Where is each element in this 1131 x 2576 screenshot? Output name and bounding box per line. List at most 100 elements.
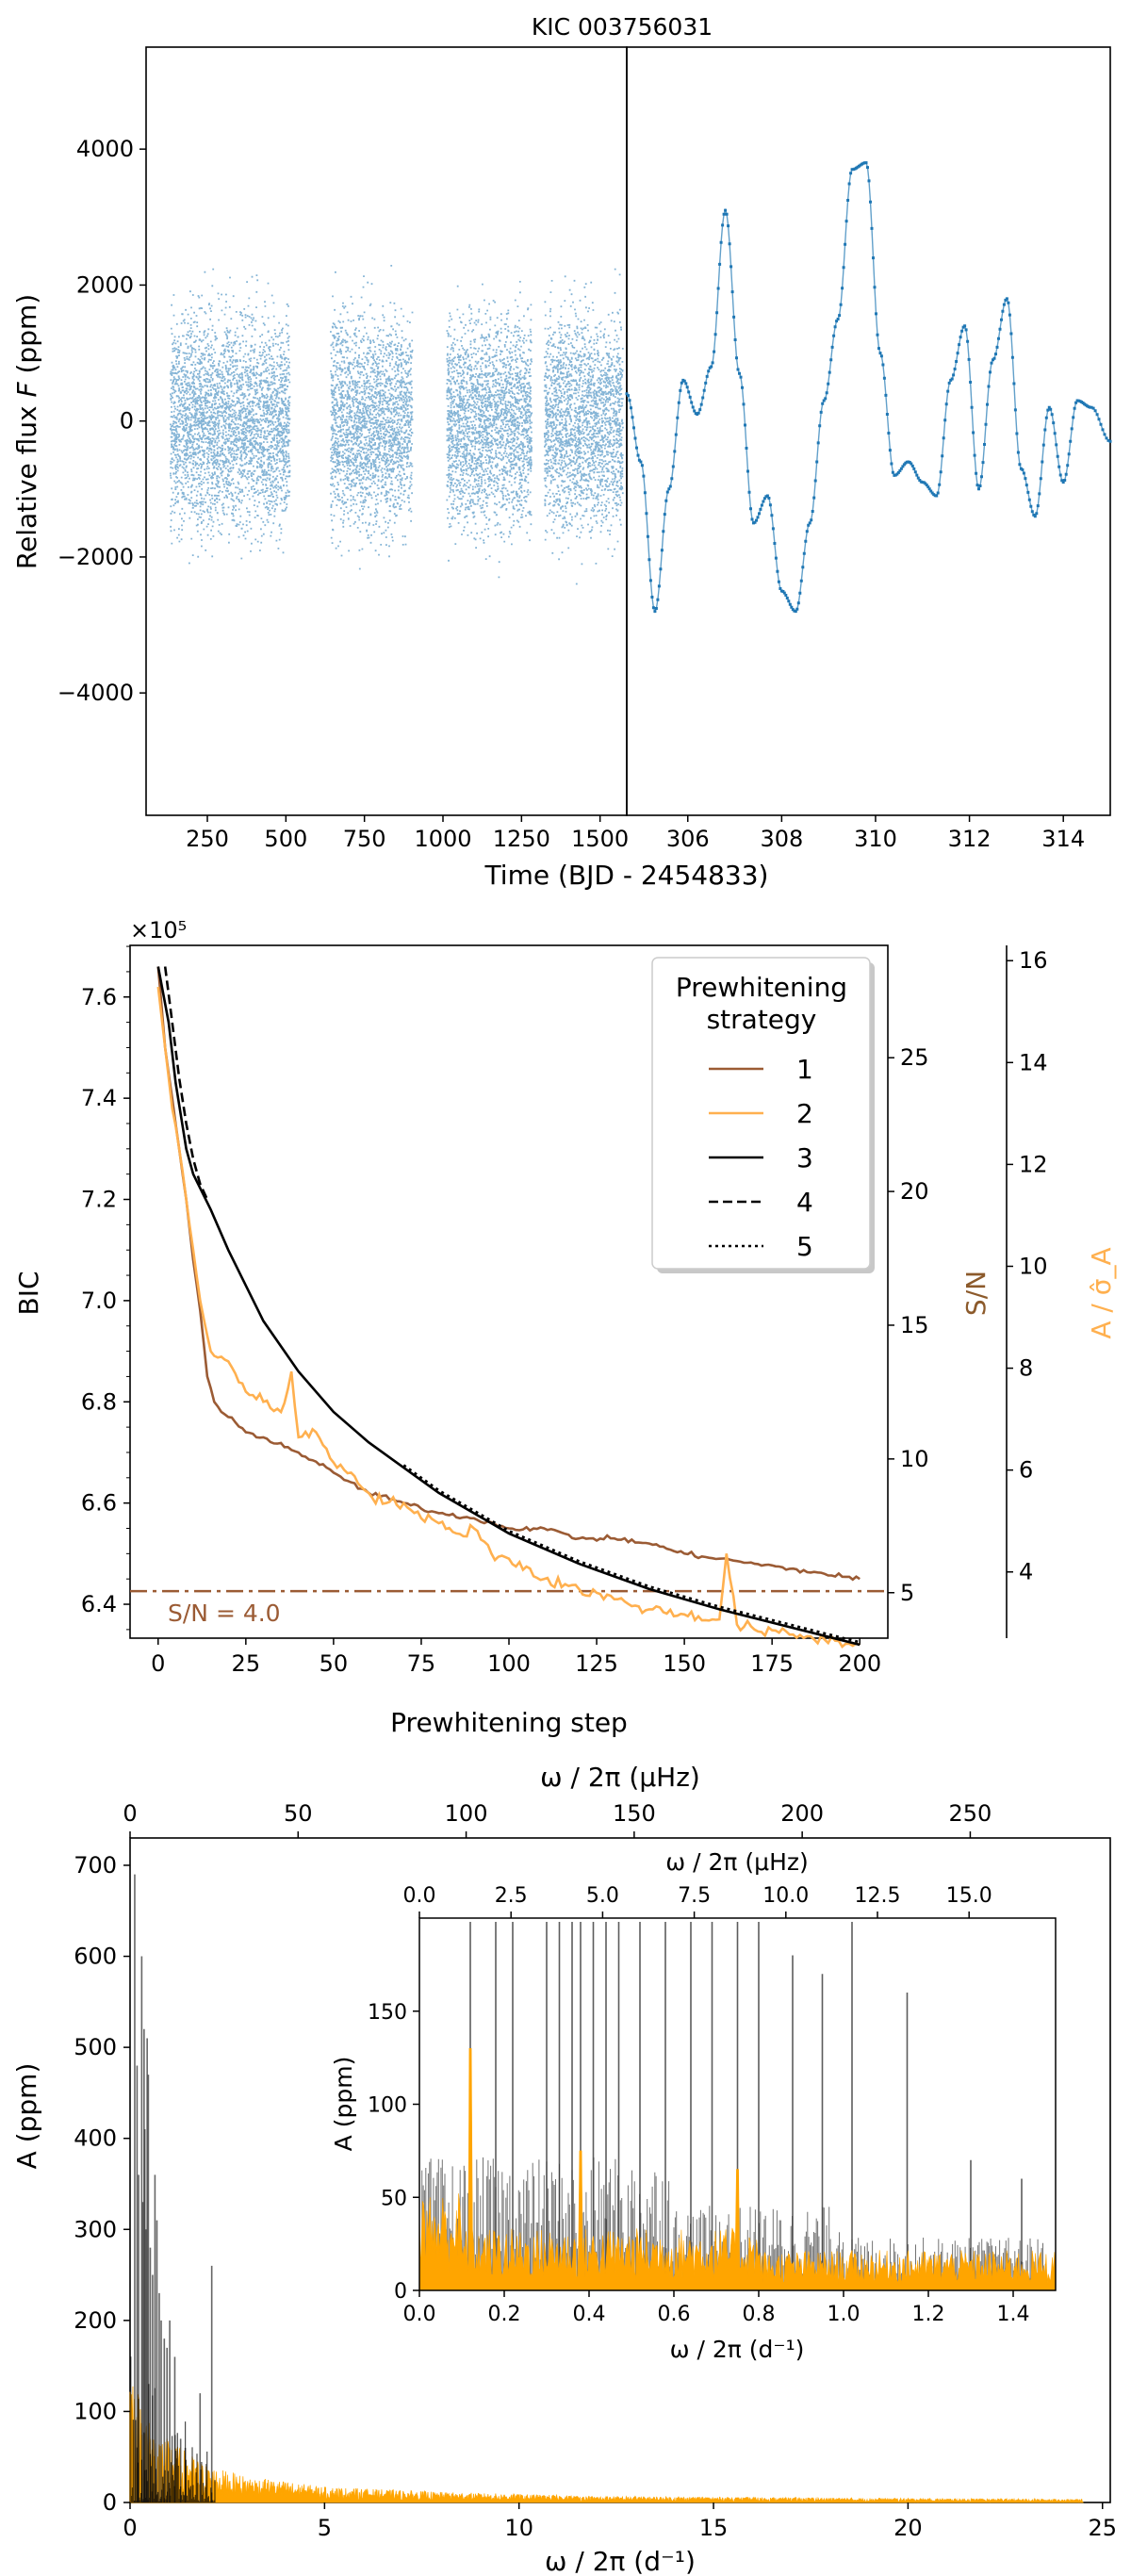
lightcurve-y-tick-label: 4000 (76, 136, 134, 162)
snr-tick-label: 15 (900, 1312, 929, 1338)
periodogram-inset: 0 50 100 150 0.0 0.2 0.4 0.6 0.8 1.0 1.2 1.4 0.0 2.… (330, 1848, 1057, 2363)
lightcurve-y-label-b: (ppm) (11, 294, 42, 383)
lightcurve-right-x-ticks: 306 308 310 312 314 (666, 815, 1085, 852)
bic-legend-title-1: Prewhitening (676, 972, 847, 1003)
inset-x-ticks: 0.0 0.2 0.4 0.6 0.8 1.0 1.2 1.4 (403, 2290, 1030, 2326)
bic-y-label: BIC (13, 1271, 44, 1315)
amp-sigma-tick-label: 4 (1019, 1559, 1033, 1585)
periodogram-x-tick-label: 0 (123, 2515, 137, 2541)
lightcurve-left-x-tick-label: 500 (264, 826, 307, 852)
lightcurve-right-data (625, 161, 1112, 614)
inset-x-tick-label: 0.2 (488, 2303, 521, 2326)
lightcurve-segment-1 (170, 268, 291, 565)
periodogram-x-ticks: 0 5 10 15 20 25 (123, 2502, 1117, 2541)
lightcurve-title: KIC 003756031 (532, 13, 713, 41)
snr-axis-label: S/N (960, 1271, 992, 1316)
inset-top-x-ticks: 0.0 2.5 5.0 7.5 10.0 12.5 15.0 (403, 1884, 992, 1918)
bic-x-tick-label: 50 (320, 1650, 349, 1677)
bic-series-3 (156, 966, 861, 1647)
lightcurve-y-tick-label: 0 (120, 408, 134, 435)
bic-legend: Prewhitening strategy 1 2 3 4 5 (651, 957, 875, 1273)
inset-y-tick-label: 100 (368, 2094, 407, 2118)
snr-axis: 5 10 15 20 25 (888, 1044, 929, 1606)
inset-x-tick-label: 0.4 (573, 2303, 606, 2326)
bic-x-tick-label: 150 (663, 1650, 706, 1677)
inset-y-tick-label: 50 (381, 2187, 407, 2210)
inset-y-ticks: 0 50 100 150 (368, 2001, 419, 2304)
periodogram-y-tick-label: 500 (74, 2034, 117, 2060)
legend-label-2: 2 (796, 1098, 813, 1129)
periodogram-top-x-tick-label: 150 (613, 1800, 656, 1827)
inset-x-tick-label: 0.0 (403, 2303, 436, 2326)
bic-x-label: Prewhitening step (390, 1707, 628, 1738)
lightcurve-y-label: Relative flux F (ppm) (11, 294, 42, 569)
periodogram-top-x-tick-label: 50 (284, 1800, 313, 1827)
snr-tick-label: 25 (900, 1044, 929, 1071)
periodogram-top-x-tick-label: 250 (949, 1800, 992, 1827)
bic-multiplier: ×10⁵ (130, 917, 187, 943)
legend-label-3: 3 (796, 1142, 813, 1173)
inset-data (418, 1921, 1057, 2291)
periodogram-x-tick-label: 10 (504, 2515, 533, 2541)
bic-x-tick-label: 0 (151, 1650, 165, 1677)
periodogram-y-label: A (ppm) (11, 2063, 42, 2170)
amp-sigma-tick-label: 16 (1019, 947, 1048, 974)
bic-x-tick-label: 100 (487, 1650, 531, 1677)
bic-x-tick-label: 75 (407, 1650, 436, 1677)
amp-sigma-tick-label: 6 (1019, 1457, 1033, 1484)
inset-top-x-tick-label: 5.0 (586, 1884, 619, 1908)
periodogram-x-tick-label: 5 (318, 2515, 332, 2541)
periodogram-y-tick-label: 200 (74, 2307, 117, 2334)
periodogram-top-x-ticks: 0 50 100 150 200 250 (123, 1800, 992, 1838)
lightcurve-right-x-tick-label: 310 (854, 826, 897, 852)
inset-x-tick-label: 0.6 (658, 2303, 691, 2326)
inset-top-x-tick-label: 10.0 (762, 1884, 809, 1908)
periodogram-data (129, 1874, 1084, 2503)
lightcurve-right-frame (626, 46, 1111, 816)
bic-y-tick-label: 6.6 (81, 1490, 117, 1517)
periodogram-x-tick-label: 25 (1088, 2515, 1117, 2541)
amp-sigma-axis: 4 6 8 10 12 14 16 (1006, 945, 1048, 1638)
periodogram-y-tick-label: 600 (74, 1944, 117, 1970)
snr-ticks: 5 10 15 20 25 (888, 1044, 929, 1606)
bic-y-tick-label: 7.2 (81, 1187, 117, 1213)
snr-threshold-label: S/N = 4.0 (168, 1600, 281, 1627)
inset-x-tick-label: 0.8 (743, 2303, 776, 2326)
bic-legend-title-2: strategy (707, 1004, 817, 1035)
inset-top-x-tick-label: 2.5 (495, 1884, 528, 1908)
inset-x-tick-label: 1.2 (912, 2303, 945, 2326)
snr-tick-label: 20 (900, 1178, 929, 1205)
periodogram-top-x-tick-label: 100 (445, 1800, 488, 1827)
inset-y-tick-label: 150 (368, 2001, 407, 2025)
periodogram-residual-series (129, 2386, 1084, 2503)
legend-label-1: 1 (796, 1054, 813, 1085)
lightcurve-right-x-tick-label: 306 (666, 826, 710, 852)
lightcurve-segment-points (170, 268, 291, 565)
periodogram-top-x-tick-label: 0 (123, 1800, 137, 1827)
lightcurve-left-x-tick-label: 750 (343, 826, 386, 852)
lightcurve-y-tick-label: −2000 (57, 544, 134, 570)
inset-x-label: ω / 2π (d⁻¹) (670, 2336, 805, 2363)
lightcurve-left-x-tick-label: 1500 (571, 826, 629, 852)
bic-y-tick-label: 6.8 (81, 1388, 117, 1415)
bic-panel: ×10⁵ 6.46.66.87.07.27.47.6 0 25 50 75 100 125… (13, 917, 1117, 1738)
lightcurve-right-x-tick-label: 312 (948, 826, 992, 852)
inset-top-x-tick-label: 12.5 (855, 1884, 901, 1908)
lightcurve-x-label: Time (BJD - 2454833) (484, 860, 769, 891)
inset-x-tick-label: 1.0 (828, 2303, 861, 2326)
lightcurve-y-tick-label: 2000 (76, 271, 134, 298)
lightcurve-right-x-tick-label: 308 (760, 826, 803, 852)
amp-sigma-tick-label: 10 (1019, 1253, 1048, 1279)
lightcurve-segment-points (330, 265, 414, 570)
periodogram-top-x-label: ω / 2π (μHz) (540, 1762, 700, 1793)
lightcurve-left-x-ticks: 250 500 750 1000 1250 1500 (186, 815, 629, 852)
inset-top-x-tick-label: 15.0 (946, 1884, 992, 1908)
inset-top-x-label: ω / 2π (μHz) (665, 1848, 809, 1876)
bic-x-tick-label: 25 (232, 1650, 261, 1677)
periodogram-y-tick-label: 300 (74, 2216, 117, 2242)
periodogram-x-tick-label: 20 (893, 2515, 923, 2541)
amp-sigma-tick-label: 14 (1019, 1049, 1048, 1075)
bic-x-tick-label: 175 (750, 1650, 794, 1677)
amp-sigma-label-text: A / σ̂_A (1086, 1247, 1117, 1338)
